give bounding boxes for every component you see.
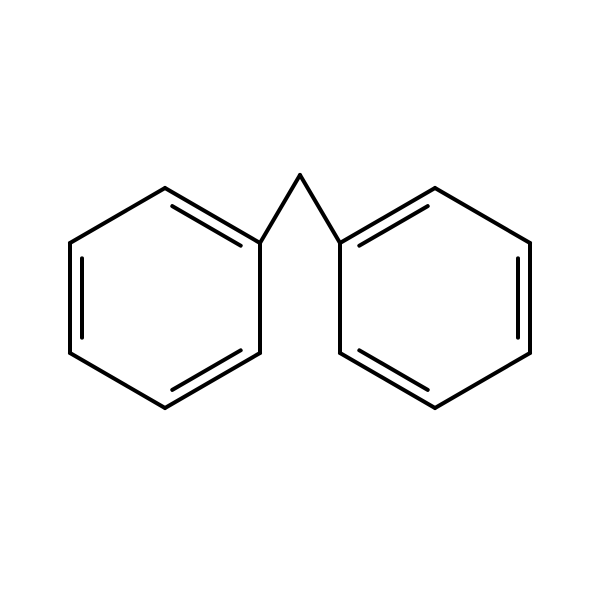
molecule-diagram bbox=[0, 0, 600, 600]
